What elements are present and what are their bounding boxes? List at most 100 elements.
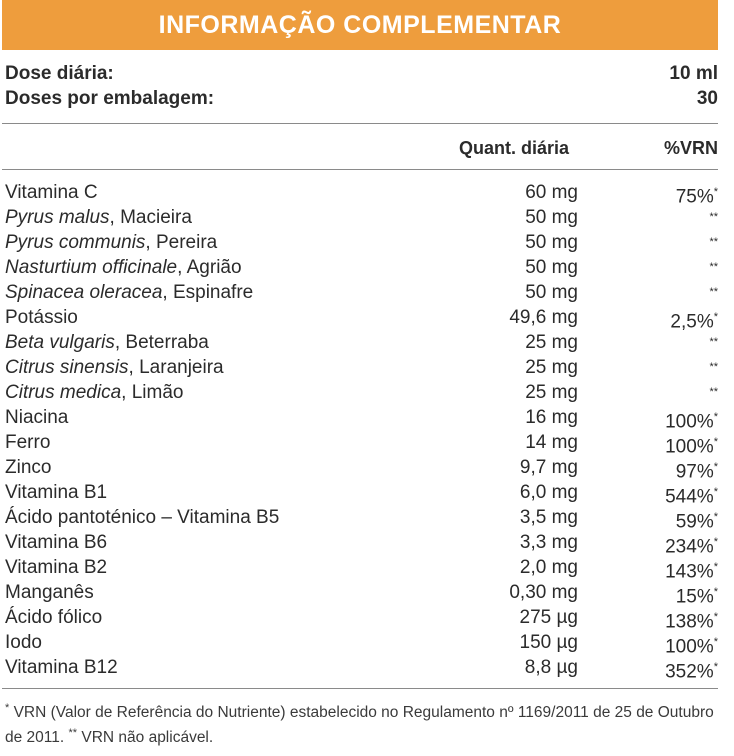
ingredient-cell: Zinco [5, 455, 51, 480]
quantity-cell: 275 µg [519, 607, 579, 628]
vrn-value: 100% [665, 436, 714, 458]
ingredient-name: Vitamina B2 [5, 557, 108, 578]
ingredient-cell: Vitamina B1 [5, 480, 107, 505]
ingredient-cell: Ácido fólico [5, 605, 102, 630]
ingredient-name: Vitamina C [5, 182, 98, 203]
vrn-mark: ** [709, 386, 718, 398]
daily-dose-row: Dose diária: 10 ml [5, 62, 718, 86]
ingredient-name: Iodo [5, 632, 42, 653]
table-row: Ferro 14 mg 100%* [0, 430, 734, 458]
vrn-cell: 97%* [676, 455, 718, 484]
table-row: Zinco 9,7 mg 97%* [0, 455, 734, 482]
vrn-value: 100% [665, 411, 714, 433]
footnote-text: VRN (Valor de Referência do Nutriente) e… [5, 704, 714, 747]
latin-name: Pyrus communis [5, 232, 146, 253]
vrn-value: 138% [665, 611, 714, 633]
vrn-mark: * [713, 411, 718, 423]
vrn-cell: ** [709, 255, 718, 284]
footnote-text: VRN não aplicável. [77, 729, 214, 747]
table-row: Vitamina C 60 mg 75%* [0, 180, 734, 207]
vrn-value: 143% [665, 561, 714, 583]
quantity-cell: 49,6 mg [509, 307, 578, 328]
ingredient-name: , Beterraba [114, 332, 209, 353]
latin-name: Beta vulgaris [5, 332, 115, 353]
quantity-cell: 16 mg [525, 407, 578, 428]
quantity-cell: 8,8 µg [524, 657, 578, 678]
vrn-cell: ** [709, 280, 718, 309]
daily-dose-value: 10 ml [669, 63, 718, 84]
quantity-cell: 50 mg [525, 232, 578, 253]
vrn-cell: 2,5%* [670, 305, 718, 334]
quantity-cell: 25 mg [525, 357, 578, 378]
vrn-mark: ** [709, 336, 718, 348]
vrn-cell: 143%* [665, 555, 718, 584]
ingredient-cell: Pyrus malus, Macieira [5, 205, 192, 230]
table-row: Ácido pantoténico – Vitamina B5 3,5 mg 59%… [0, 505, 734, 532]
latin-name: Citrus medica [5, 382, 122, 403]
quantity-cell: 50 mg [525, 257, 578, 278]
ingredient-cell: Vitamina C [5, 180, 98, 205]
ingredient-name: Vitamina B12 [5, 657, 118, 678]
quantity-cell: 50 mg [525, 207, 578, 228]
vrn-cell: ** [709, 330, 718, 359]
vrn-mark: ** [709, 236, 718, 248]
ingredient-name: Niacina [5, 407, 69, 428]
ingredient-cell: Vitamina B6 [5, 530, 107, 555]
vrn-cell: 75%* [676, 180, 718, 209]
quantity-cell: 25 mg [525, 382, 578, 403]
latin-name: Nasturtium officinale [5, 257, 178, 278]
ingredient-name: Vitamina B6 [5, 532, 108, 553]
vrn-mark: * [713, 661, 718, 673]
ingredient-cell: Niacina [5, 405, 68, 430]
vrn-value: 15% [675, 586, 714, 608]
vrn-value: 75% [675, 186, 714, 208]
ingredient-name: , Limão [121, 382, 184, 403]
ingredient-name: , Agrião [177, 257, 242, 278]
vrn-cell: 59%* [676, 505, 718, 534]
daily-dose-label: Dose diária: [5, 63, 114, 84]
ingredient-cell: Ácido pantoténico – Vitamina B5 [5, 505, 279, 530]
latin-name: Pyrus malus [5, 207, 110, 228]
vrn-mark: * [713, 461, 718, 473]
vrn-mark: * [713, 511, 718, 523]
doses-per-pack-row: Doses por embalagem: 30 [5, 87, 718, 111]
footnote-mark: ** [68, 727, 78, 740]
vrn-mark: * [713, 311, 718, 323]
vrn-cell: 544%* [665, 480, 718, 509]
divider [2, 688, 718, 689]
table-row: Citrus medica, Limão 25 mg ** [0, 380, 734, 405]
vrn-cell: ** [709, 355, 718, 384]
table-row: Pyrus malus, Macieira 50 mg ** [0, 205, 734, 230]
quantity-cell: 3,5 mg [519, 507, 578, 528]
vrn-mark: ** [709, 361, 718, 373]
quantity-cell: 150 µg [519, 632, 579, 653]
footnote-mark: * [5, 702, 10, 714]
ingredient-cell: Iodo [5, 630, 42, 655]
ingredient-cell: Potássio [5, 305, 78, 330]
ingredient-cell: Vitamina B2 [5, 555, 107, 580]
vrn-value: 2,5% [670, 311, 714, 333]
table-row: Iodo 150 µg 100%* [0, 630, 734, 657]
ingredient-name: , Macieira [109, 207, 192, 228]
vrn-cell: 352%* [665, 655, 718, 684]
quantity-cell: 50 mg [525, 282, 578, 303]
ingredient-cell: Nasturtium officinale, Agrião [5, 255, 242, 280]
quantity-cell: 0,30 mg [509, 582, 578, 603]
ingredient-cell: Citrus medica, Limão [5, 380, 183, 405]
vrn-mark: ** [709, 261, 718, 273]
vrn-mark: * [713, 636, 718, 648]
quantity-cell: 25 mg [525, 332, 578, 353]
doses-per-pack-value: 30 [696, 88, 718, 109]
table-row: Manganês 0,30 mg 15%* [0, 580, 734, 608]
quantity-cell: 3,3 mg [519, 532, 578, 553]
ingredient-name: , Laranjeira [128, 357, 224, 378]
quantity-cell: 9,7 mg [519, 457, 578, 478]
ingredient-name: , Espinafre [162, 282, 254, 303]
ingredient-cell: Citrus sinensis, Laranjeira [5, 355, 224, 380]
table-row: Citrus sinensis, Laranjeira 25 mg ** [0, 355, 734, 380]
nutrient-table: Vitamina C 60 mg 75%* Pyrus malus, Macieira… [0, 180, 734, 682]
quantity-cell: 14 mg [525, 432, 578, 453]
footnote: * VRN (Valor de Referência do Nutriente)… [5, 698, 720, 748]
ingredient-cell: Pyrus communis, Pereira [5, 230, 217, 255]
vrn-mark: * [713, 536, 718, 548]
